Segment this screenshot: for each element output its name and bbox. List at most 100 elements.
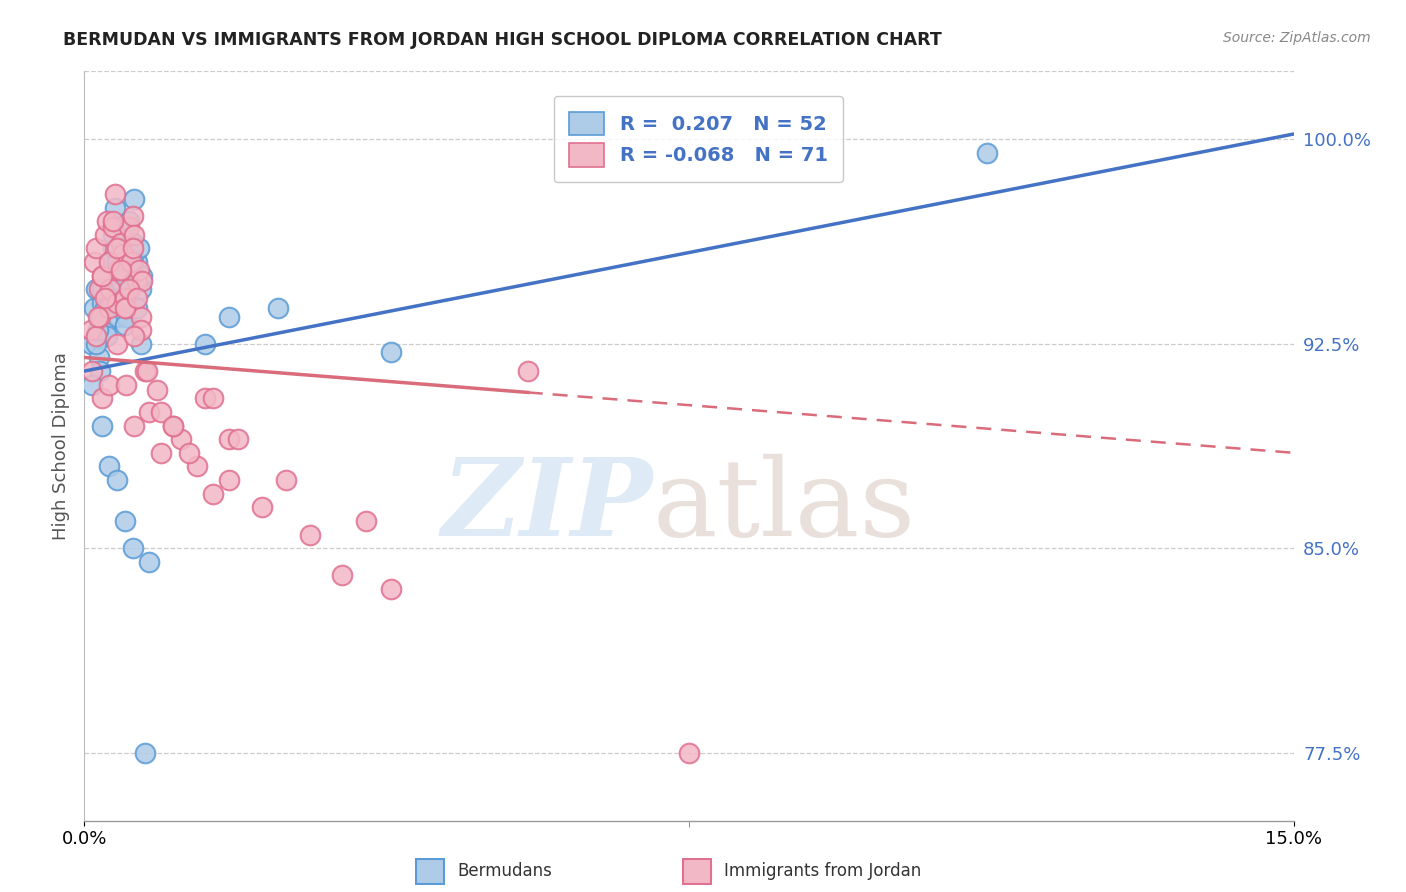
Text: BERMUDAN VS IMMIGRANTS FROM JORDAN HIGH SCHOOL DIPLOMA CORRELATION CHART: BERMUDAN VS IMMIGRANTS FROM JORDAN HIGH …: [63, 31, 942, 49]
Point: [121, 242, 143, 256]
Point: [101, 227, 124, 242]
Point: [129, 282, 152, 296]
Point: [94, 291, 117, 305]
Point: [83, 255, 105, 269]
Point: [105, 242, 128, 256]
Point: [110, 263, 132, 277]
Legend: R =  0.207   N = 52, R = -0.068   N = 71: R = 0.207 N = 52, R = -0.068 N = 71: [554, 96, 844, 182]
Point: [118, 282, 141, 296]
Point: [84, 336, 107, 351]
Point: [128, 242, 150, 256]
Text: Immigrants from Jordan: Immigrants from Jordan: [724, 863, 921, 880]
Point: [82, 364, 104, 378]
Point: [129, 336, 152, 351]
Point: [162, 418, 184, 433]
Point: [91, 282, 114, 296]
FancyBboxPatch shape: [416, 860, 444, 883]
Point: [186, 459, 208, 474]
Point: [91, 268, 114, 283]
Text: Source: ZipAtlas.com: Source: ZipAtlas.com: [1223, 31, 1371, 45]
Point: [267, 301, 290, 316]
Point: [118, 214, 141, 228]
Point: [97, 255, 120, 269]
Point: [96, 214, 118, 228]
Point: [97, 255, 120, 269]
Point: [274, 473, 297, 487]
Point: [87, 310, 110, 324]
Point: [98, 291, 121, 305]
Point: [82, 377, 104, 392]
Point: [125, 291, 148, 305]
Point: [149, 405, 172, 419]
Point: [138, 405, 160, 419]
Point: [124, 193, 146, 207]
Point: [129, 310, 152, 324]
Point: [105, 296, 128, 310]
Point: [128, 263, 150, 277]
Point: [104, 201, 127, 215]
Point: [87, 351, 110, 365]
Point: [194, 336, 217, 351]
Point: [110, 263, 132, 277]
Point: [98, 282, 121, 296]
Point: [97, 459, 120, 474]
Point: [91, 418, 114, 433]
Point: [380, 345, 402, 359]
Y-axis label: High School Diploma: High School Diploma: [52, 352, 70, 540]
Point: [516, 364, 538, 378]
Point: [149, 446, 172, 460]
Point: [380, 582, 402, 596]
Point: [91, 392, 114, 406]
Point: [101, 219, 124, 234]
Point: [105, 473, 128, 487]
Point: [138, 555, 160, 569]
Point: [93, 227, 115, 242]
Point: [84, 328, 107, 343]
Point: [118, 219, 141, 234]
Point: [112, 247, 135, 261]
Point: [80, 323, 103, 337]
Point: [121, 235, 143, 250]
Point: [131, 268, 153, 283]
Point: [356, 514, 378, 528]
Point: [87, 323, 110, 337]
Point: [101, 242, 124, 256]
Text: ZIP: ZIP: [441, 453, 652, 559]
Point: [976, 146, 998, 161]
Point: [80, 336, 103, 351]
Point: [97, 377, 120, 392]
Point: [104, 186, 127, 201]
Point: [93, 323, 115, 337]
Point: [330, 568, 353, 582]
Point: [114, 291, 136, 305]
Point: [124, 418, 146, 433]
Point: [121, 209, 143, 223]
Point: [218, 310, 240, 324]
Point: [125, 274, 148, 288]
Point: [112, 227, 135, 242]
Point: [105, 310, 128, 324]
Point: [97, 301, 120, 316]
Point: [86, 242, 108, 256]
Point: [226, 432, 249, 446]
Point: [124, 227, 146, 242]
FancyBboxPatch shape: [683, 860, 711, 883]
Point: [129, 323, 152, 337]
Point: [114, 514, 136, 528]
Point: [121, 541, 143, 556]
Point: [91, 268, 114, 283]
Point: [134, 364, 156, 378]
Point: [101, 214, 124, 228]
Point: [83, 301, 105, 316]
Point: [124, 328, 146, 343]
Point: [107, 263, 129, 277]
Point: [120, 247, 142, 261]
Point: [107, 274, 129, 288]
Point: [86, 282, 108, 296]
Point: [110, 235, 132, 250]
Point: [89, 310, 111, 324]
Point: [96, 328, 118, 343]
Point: [114, 318, 136, 332]
Point: [120, 255, 142, 269]
Point: [114, 301, 136, 316]
